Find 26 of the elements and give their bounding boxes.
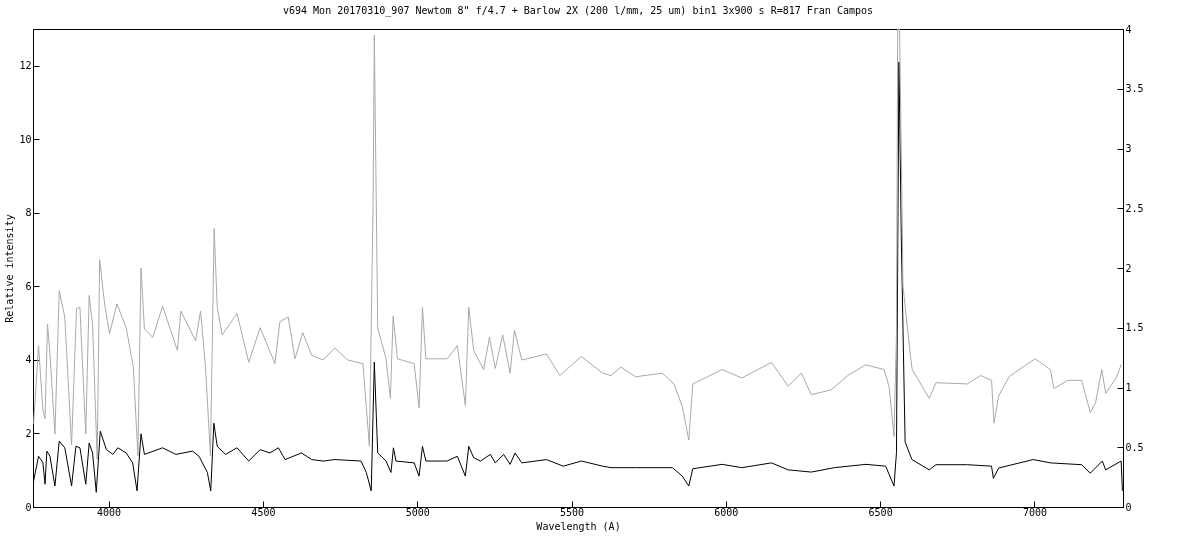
x-tick-label: 6500 — [868, 506, 893, 518]
y2-tick-label: 3.5 — [1125, 83, 1144, 95]
y2-tick-label: 1.5 — [1125, 322, 1144, 334]
y2-tick-label: 0.5 — [1125, 441, 1144, 453]
chart-title: v694 Mon 20170310_907 Newtom 8" f/4.7 + Barlow 2X (200 l/mm, 25 um) bin1 3x900 s R=817 Fran Campos — [282, 5, 874, 17]
y2-tick-label: 4 — [1125, 23, 1132, 35]
y2-tick-label: 3 — [1125, 143, 1132, 154]
y-axis-title: Relative intensity — [4, 214, 16, 323]
y-tick-label: 12 — [19, 60, 32, 72]
y-tick-label: 2 — [25, 427, 32, 439]
x-axis-title: Wavelength (A) — [536, 520, 621, 532]
y2-tick-label: 2.5 — [1125, 202, 1144, 214]
y-tick-label: 10 — [19, 133, 32, 145]
x-tick-label: 4000 — [97, 506, 122, 518]
y-tick-label: 4 — [25, 354, 32, 366]
x-tick-label: 4500 — [251, 506, 276, 518]
x-tick-label: 6000 — [714, 506, 739, 518]
x-tick-label: 5000 — [405, 506, 430, 518]
y-tick-label: 8 — [25, 207, 32, 219]
y2-tick-label: 2 — [1125, 262, 1132, 274]
y-tick-label: 6 — [25, 280, 32, 292]
x-tick-label: 7000 — [1022, 506, 1047, 518]
y2-tick-label: 0 — [1125, 501, 1132, 513]
y-tick-label: 0 — [25, 501, 32, 513]
y2-tick-label: 1 — [1125, 382, 1132, 393]
x-tick-label: 5500 — [559, 506, 585, 518]
